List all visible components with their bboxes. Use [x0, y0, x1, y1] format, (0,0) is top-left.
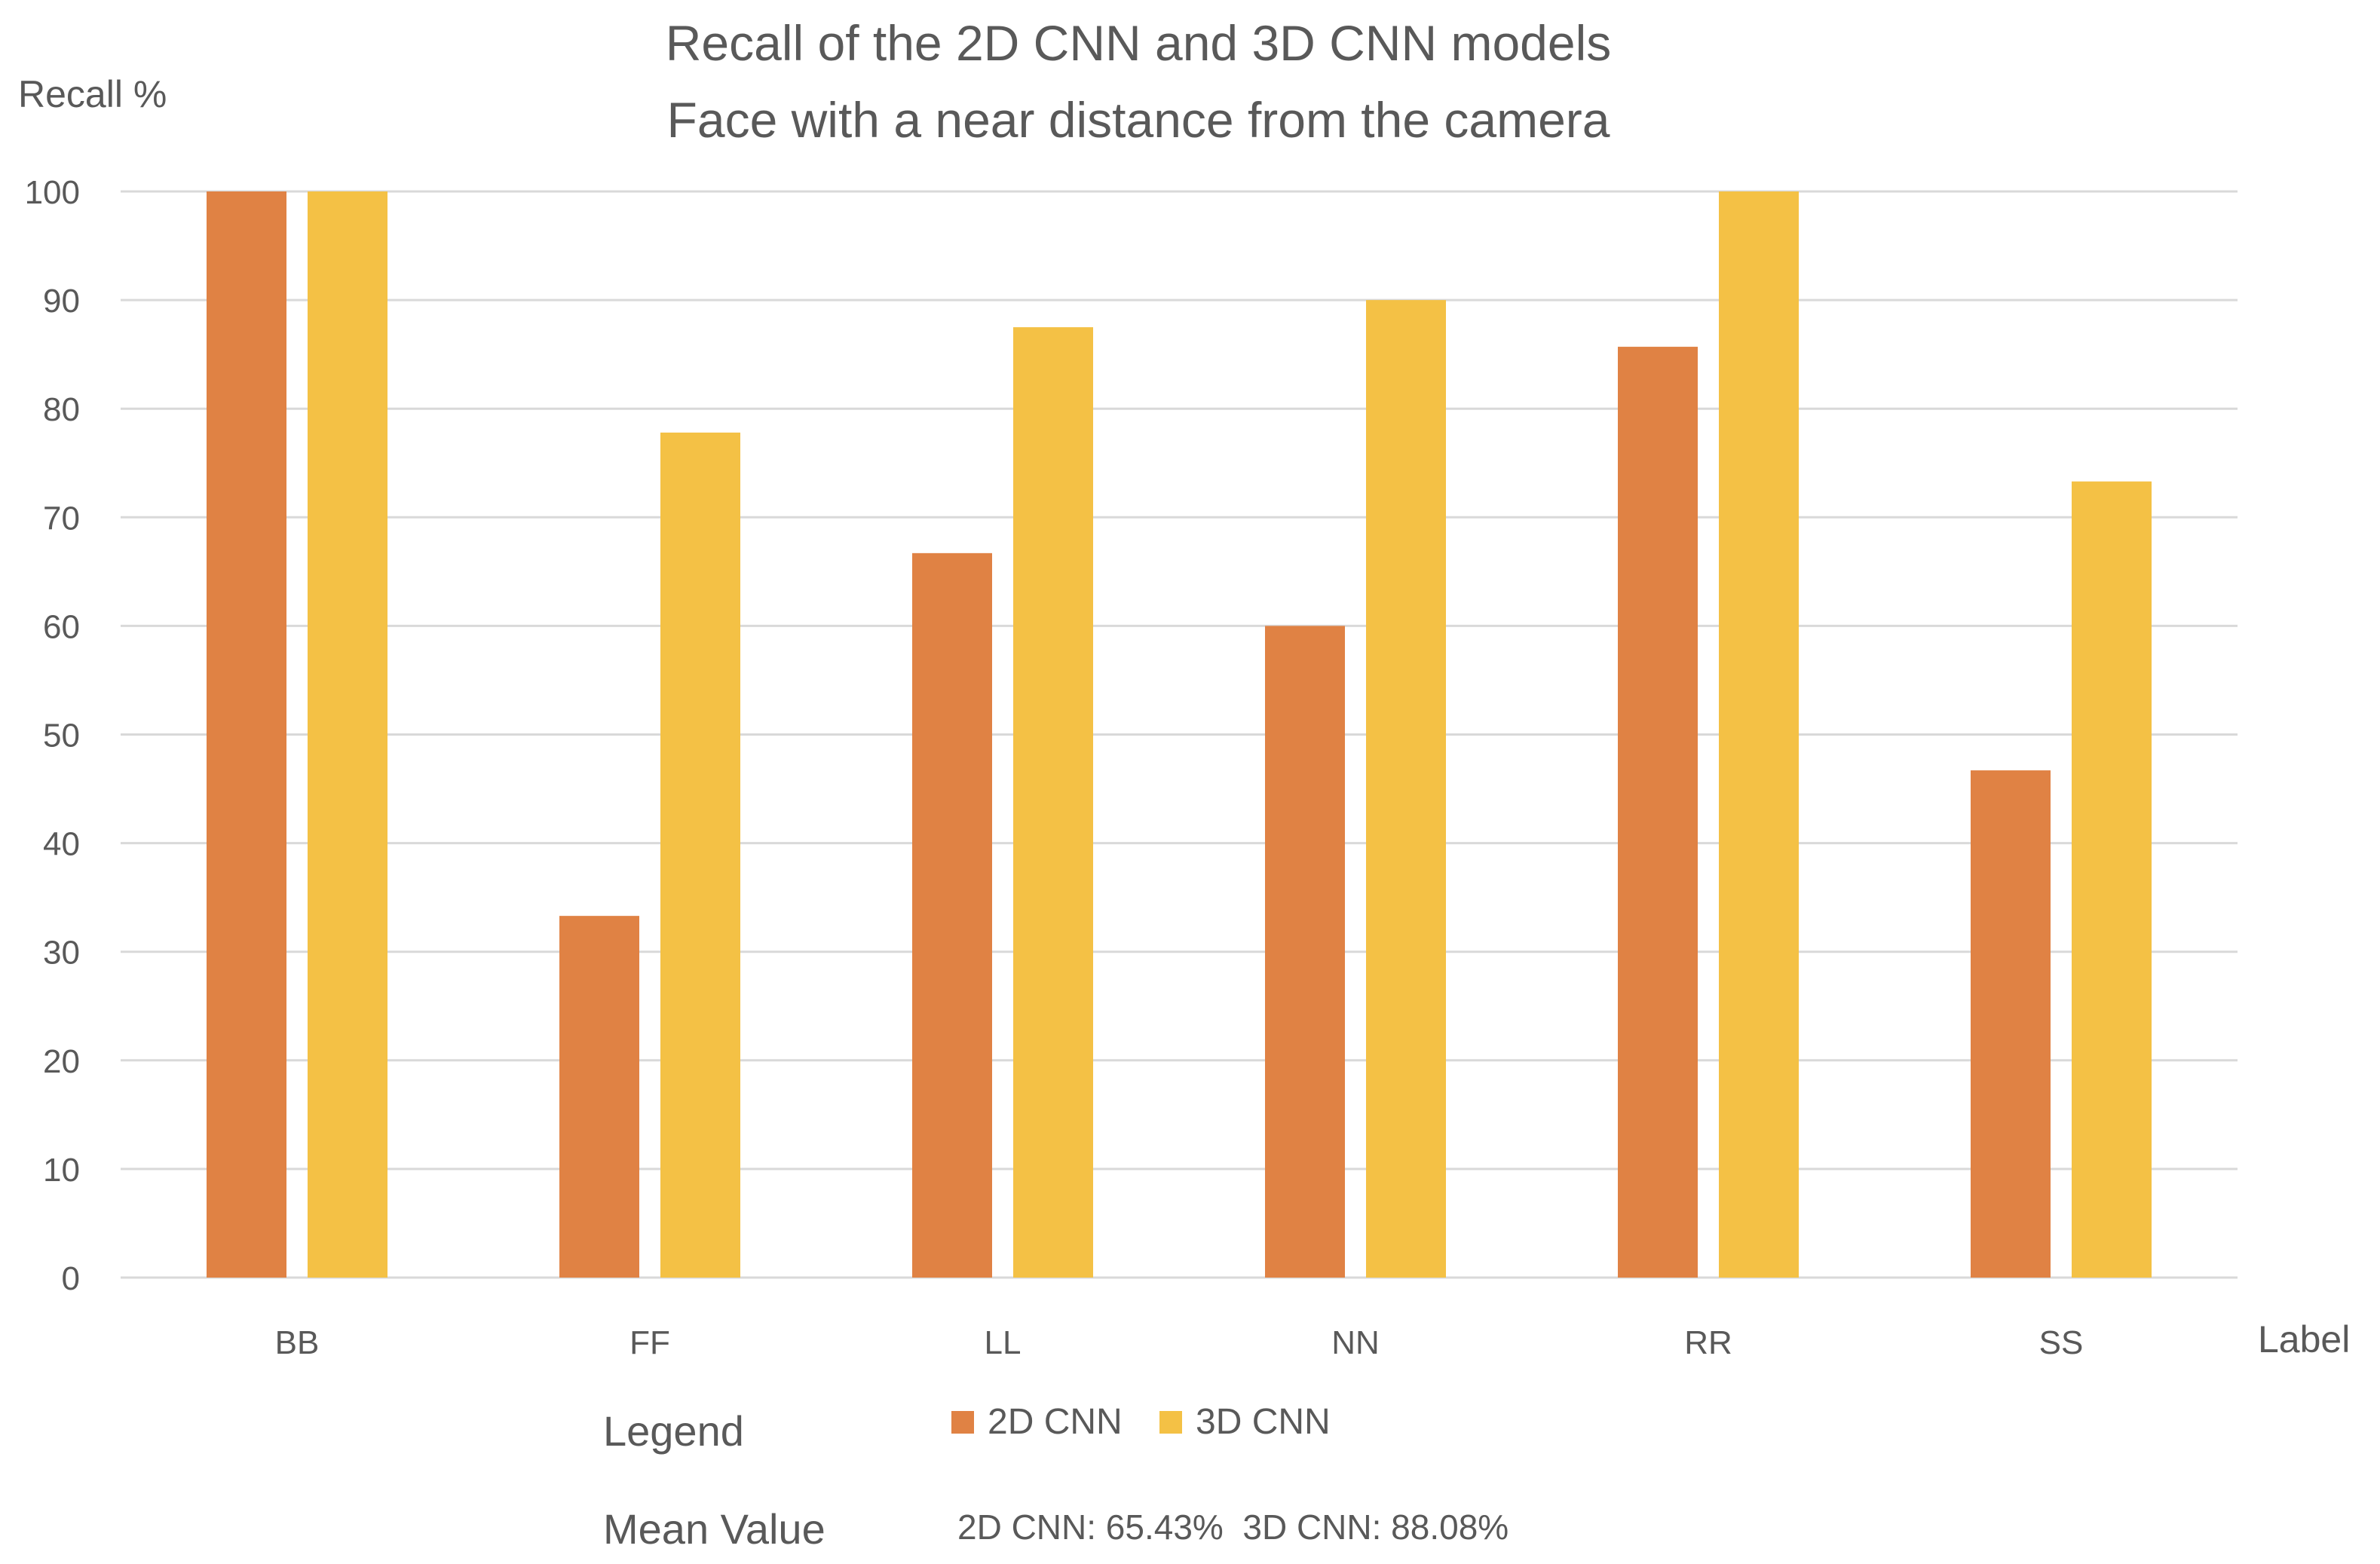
y-tick-label: 100 — [25, 174, 80, 211]
bar-3d-cnn-ll — [1013, 327, 1093, 1278]
y-tick-label: 20 — [43, 1043, 80, 1080]
legend-swatch — [1159, 1411, 1182, 1434]
y-tick-label: 30 — [43, 935, 80, 972]
bar-2d-cnn-ff — [559, 916, 639, 1278]
legend-swatch — [951, 1411, 974, 1434]
mean-value-text: 2D CNN: 65.43% 3D CNN: 88.08% — [957, 1507, 1509, 1547]
x-tick-labels: BB FF LL NN RR SS — [275, 1324, 2084, 1361]
legend-label: 2D CNN — [988, 1402, 1123, 1442]
bar-3d-cnn-ff — [660, 432, 740, 1278]
bar-2d-cnn-nn — [1265, 626, 1345, 1278]
y-tick-label: 90 — [43, 283, 80, 320]
x-tick-label: NN — [1331, 1324, 1380, 1361]
bar-2d-cnn-ss — [1971, 770, 2051, 1278]
bar-3d-cnn-ss — [2072, 481, 2152, 1278]
x-tick-label: BB — [275, 1324, 320, 1361]
y-tick-label: 0 — [62, 1260, 80, 1297]
bar-3d-cnn-bb — [308, 191, 387, 1278]
y-tick-label: 40 — [43, 826, 80, 863]
y-axis-label: Recall % — [18, 73, 167, 115]
legend: 2D CNN 3D CNN — [951, 1402, 1331, 1442]
bar-3d-cnn-nn — [1366, 300, 1446, 1278]
y-tick-label: 80 — [43, 391, 80, 428]
legend-title: Legend — [603, 1407, 744, 1455]
chart-subtitle: Face with a near distance from the camer… — [667, 92, 1610, 148]
bar-2d-cnn-bb — [207, 191, 286, 1278]
x-tick-label: RR — [1684, 1324, 1732, 1361]
y-tick-labels: 0 10 20 30 40 50 60 70 80 90 100 — [25, 174, 80, 1297]
x-tick-label: SS — [2039, 1324, 2084, 1361]
y-tick-label: 70 — [43, 500, 80, 537]
mean-value-label: Mean Value — [603, 1505, 825, 1553]
y-tick-label: 60 — [43, 608, 80, 645]
bar-2d-cnn-rr — [1618, 347, 1698, 1278]
legend-label: 3D CNN — [1196, 1402, 1331, 1442]
y-tick-label: 50 — [43, 718, 80, 754]
x-tick-label: LL — [985, 1324, 1022, 1361]
gridlines — [121, 190, 2238, 1279]
bar-3d-cnn-rr — [1719, 191, 1799, 1278]
bar-2d-cnn-ll — [912, 552, 992, 1278]
chart-title: Recall of the 2D CNN and 3D CNN models — [666, 15, 1611, 71]
x-tick-label: FF — [629, 1324, 670, 1361]
y-tick-label: 10 — [43, 1152, 80, 1189]
x-axis-label: Label — [2258, 1318, 2350, 1360]
bars — [207, 191, 2152, 1278]
